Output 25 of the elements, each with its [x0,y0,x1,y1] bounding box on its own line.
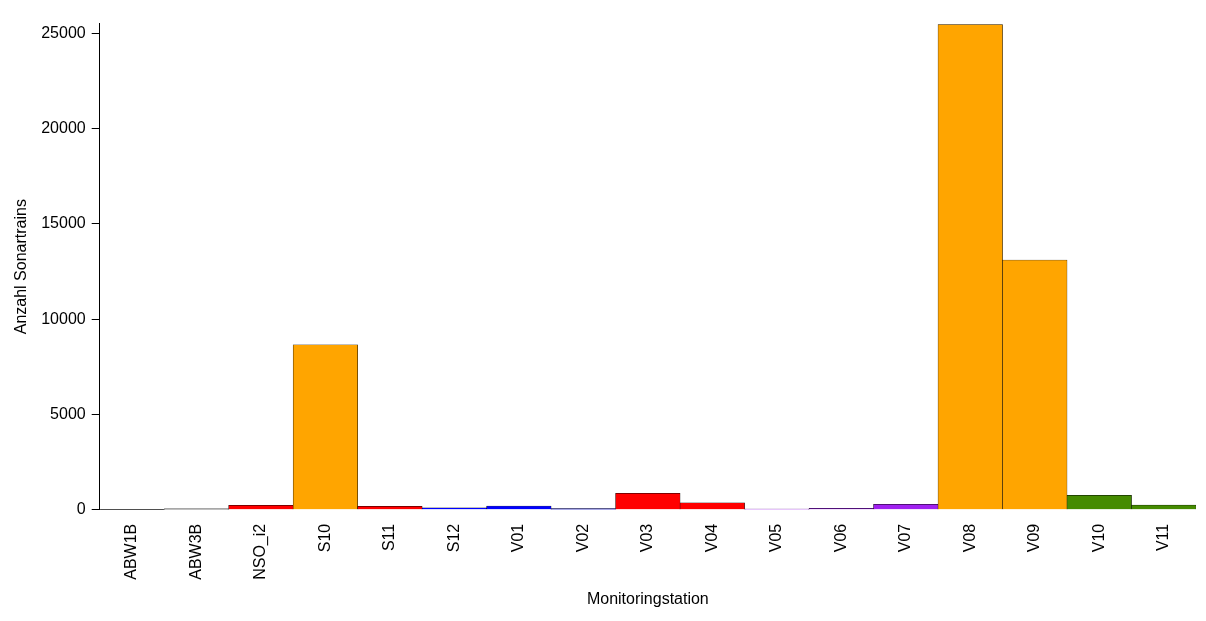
x-tick-label: S12 [444,523,462,553]
x-axis-title: Monitoringstation [586,589,709,607]
y-tick-label: 10000 [41,309,86,327]
x-tick-label: V07 [896,523,914,553]
x-tick-label: V09 [1025,523,1043,553]
y-tick-label: 15000 [41,214,86,232]
x-tick-label: S11 [380,523,398,552]
y-tick-label: 5000 [50,404,86,422]
x-tick-label: V06 [831,523,849,553]
x-tick-label: V02 [573,523,591,553]
x-tick-label: S10 [315,523,333,553]
x-tick-label: V08 [960,523,978,553]
x-tick-label: NSO_i2 [251,523,270,580]
y-tick-label: 20000 [41,118,86,136]
x-tick-label: V01 [509,523,527,553]
y-tick-label: 0 [76,500,86,518]
y-axis-title: Anzahl Sonartrains [12,199,30,335]
x-tick-label: V10 [1089,523,1107,553]
x-tick-label: V05 [767,523,785,553]
x-tick-label: V04 [702,523,720,553]
x-tick-label: V11 [1154,523,1172,552]
y-tick-label: 25000 [41,23,86,41]
x-tick-label: ABW1B [122,523,140,580]
x-tick-label: V03 [638,523,656,553]
x-tick-label: ABW3B [186,523,204,580]
